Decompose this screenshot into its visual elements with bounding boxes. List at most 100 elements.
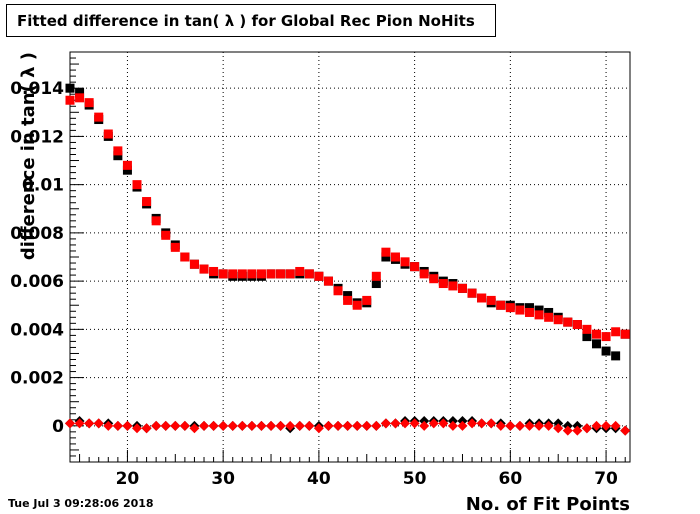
data-point-square — [180, 252, 190, 262]
data-point-diamond — [246, 420, 257, 431]
data-point-square — [75, 88, 85, 98]
data-point-square — [467, 288, 477, 298]
data-point-diamond — [543, 420, 554, 431]
data-point-diamond — [170, 420, 181, 431]
data-point-diamond — [610, 420, 621, 431]
data-point-diamond — [371, 420, 382, 431]
data-point-square — [113, 146, 123, 156]
data-point-diamond — [581, 423, 592, 434]
data-point-square — [122, 165, 132, 175]
data-point-diamond — [208, 420, 219, 431]
data-point-diamond — [400, 418, 411, 429]
data-point-square — [122, 160, 132, 170]
data-point-square — [419, 269, 429, 279]
data-point-diamond — [218, 420, 229, 431]
data-point-square — [170, 242, 180, 252]
data-point-diamond — [505, 420, 516, 431]
data-point-square — [84, 98, 94, 108]
data-point-square — [438, 279, 448, 289]
data-point-diamond — [476, 418, 487, 429]
data-point-diamond — [199, 420, 210, 431]
data-point-diamond — [266, 420, 277, 431]
data-point-diamond — [122, 420, 133, 431]
data-point-square — [582, 332, 592, 342]
data-point-square — [65, 95, 75, 105]
y-tick-label: 0 — [52, 417, 64, 437]
x-tick-label: 50 — [403, 469, 427, 489]
data-point-square — [553, 315, 563, 325]
data-point-diamond — [304, 420, 315, 431]
grid — [70, 52, 630, 462]
data-point-square — [276, 269, 286, 279]
data-point-diamond — [486, 418, 497, 429]
data-point-square — [457, 283, 467, 293]
data-point-diamond — [103, 420, 114, 431]
data-point-diamond — [601, 420, 612, 431]
data-point-square — [381, 247, 391, 257]
y-tick-label: 0.004 — [10, 320, 64, 340]
data-point-square — [151, 216, 161, 226]
data-point-diamond — [65, 418, 75, 429]
markers — [65, 83, 631, 436]
data-point-diamond — [534, 420, 545, 431]
data-point-diamond — [419, 420, 430, 431]
data-point-square — [189, 259, 199, 269]
data-point-diamond — [132, 423, 143, 434]
data-point-diamond — [285, 420, 296, 431]
data-point-square — [199, 264, 209, 274]
data-point-diamond — [294, 420, 305, 431]
data-point-diamond — [572, 425, 583, 436]
data-point-square — [304, 269, 314, 279]
data-point-diamond — [112, 420, 123, 431]
y-tick-label: 0.014 — [10, 79, 64, 99]
data-point-square — [65, 83, 75, 93]
data-point-diamond — [141, 423, 152, 434]
data-point-diamond — [84, 418, 95, 429]
data-point-square — [591, 329, 601, 339]
y-tick-label: 0.01 — [22, 176, 64, 196]
data-point-square — [266, 269, 276, 279]
data-point-diamond — [313, 423, 324, 434]
data-point-square — [362, 295, 372, 305]
chart-title: Fitted difference in tan( λ ) for Global… — [17, 11, 475, 30]
data-point-square — [142, 197, 152, 207]
data-point-square — [524, 307, 534, 317]
data-point-square — [429, 274, 439, 284]
data-point-diamond — [160, 420, 171, 431]
data-point-square — [611, 351, 621, 361]
data-point-square — [314, 271, 324, 281]
data-point-square — [515, 305, 525, 315]
data-point-diamond — [524, 420, 535, 431]
data-point-diamond — [93, 418, 104, 429]
data-point-square — [256, 269, 266, 279]
data-point-square — [371, 271, 381, 281]
data-point-diamond — [409, 418, 420, 429]
data-point-diamond — [553, 423, 564, 434]
y-tick-label: 0.006 — [10, 272, 64, 292]
data-point-square — [218, 269, 228, 279]
data-point-square — [343, 291, 353, 301]
data-point-diamond — [591, 420, 602, 431]
data-point-square — [448, 281, 458, 291]
data-point-diamond — [323, 420, 334, 431]
data-point-square — [352, 300, 362, 310]
data-point-square — [620, 329, 630, 339]
data-point-diamond — [428, 418, 439, 429]
data-point-square — [237, 269, 247, 279]
data-point-diamond — [151, 420, 162, 431]
data-point-square — [572, 320, 582, 330]
x-tick-label: 20 — [116, 469, 140, 489]
data-point-square — [333, 286, 343, 296]
data-point-square — [113, 151, 123, 161]
x-tick-label: 60 — [499, 469, 523, 489]
plot-frame — [69, 51, 631, 463]
data-point-square — [534, 310, 544, 320]
data-point-square — [477, 293, 487, 303]
data-point-square — [161, 230, 171, 240]
data-point-diamond — [237, 420, 248, 431]
data-point-square — [591, 339, 601, 349]
data-point-diamond — [457, 420, 468, 431]
data-point-square — [601, 346, 611, 356]
data-point-square — [132, 180, 142, 190]
